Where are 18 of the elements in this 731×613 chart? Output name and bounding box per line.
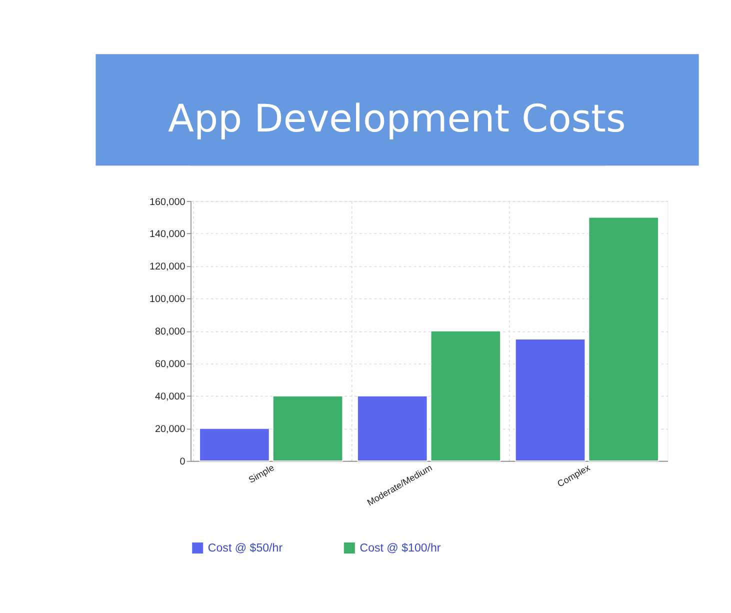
- bar: [588, 216, 659, 462]
- bar: [272, 396, 344, 462]
- y-tick-label: 60,000: [154, 359, 186, 370]
- bar: [199, 428, 270, 462]
- bar: [357, 396, 428, 462]
- chart-title: App Development Costs: [168, 96, 626, 141]
- bar: [430, 330, 501, 462]
- y-tick-label: 80,000: [154, 326, 186, 338]
- y-tick-label: 20,000: [154, 424, 186, 436]
- y-tick-label: 100,000: [149, 294, 186, 306]
- bar: [515, 338, 586, 462]
- y-tick-label: 40,000: [154, 392, 186, 403]
- legend-label: Cost @ $50/hr: [208, 542, 283, 554]
- y-tick-label: 120,000: [149, 262, 186, 273]
- legend-label: Cost @ $100/hr: [360, 542, 441, 554]
- y-tick-label: 160,000: [149, 196, 186, 208]
- y-tick-label: 0: [180, 456, 186, 468]
- y-tick-label: 140,000: [149, 229, 186, 240]
